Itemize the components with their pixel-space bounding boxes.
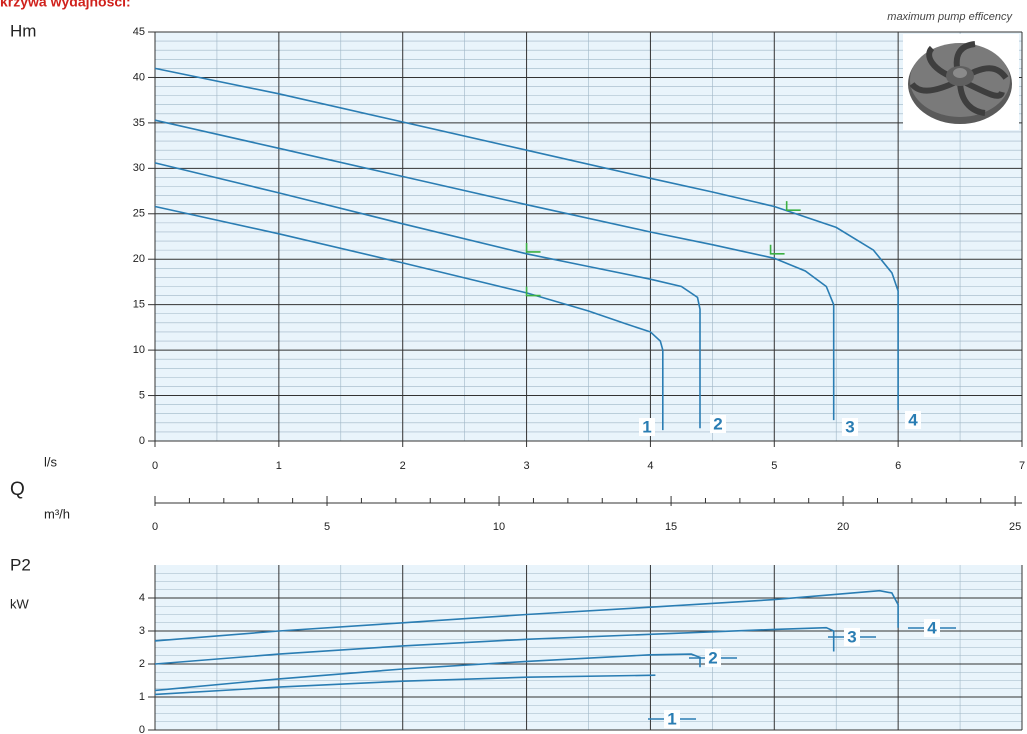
series-label: 2 xyxy=(713,414,722,433)
curve xyxy=(154,119,835,421)
label-background xyxy=(905,411,921,429)
y-tick-label: 35 xyxy=(133,117,145,129)
curve xyxy=(154,674,656,696)
curve xyxy=(154,67,899,411)
y-tick-label: 1 xyxy=(139,691,145,703)
label-background xyxy=(639,418,655,436)
series-label: 4 xyxy=(908,410,918,429)
y-tick-label: 40 xyxy=(133,71,145,83)
x2-unit: m³/h xyxy=(44,506,70,521)
efficiency-marker xyxy=(525,286,541,297)
label-background xyxy=(844,628,860,646)
x-tick-label: 3 xyxy=(524,460,530,472)
y-tick-label: 30 xyxy=(133,162,145,174)
x-tick-label: 4 xyxy=(647,460,653,472)
x2-tick-label: 0 xyxy=(152,521,158,533)
x-tick-label: 1 xyxy=(276,460,282,472)
x-tick-label: 2 xyxy=(400,460,406,472)
x2-tick-label: 25 xyxy=(1009,521,1021,533)
y-tick-label: 2 xyxy=(139,658,145,670)
x2-tick-label: 15 xyxy=(665,521,677,533)
curve xyxy=(154,205,664,431)
label-background xyxy=(924,619,940,637)
x-tick-label: 7 xyxy=(1019,460,1025,472)
efficiency-marker xyxy=(785,201,801,211)
label-background xyxy=(705,649,721,667)
efficiency-marker xyxy=(525,242,541,253)
curve xyxy=(154,162,701,429)
y-tick-label: 4 xyxy=(139,592,145,604)
x2-tick-label: 20 xyxy=(837,521,849,533)
label-background xyxy=(710,415,726,433)
y-tick-label: 45 xyxy=(133,26,145,38)
series-label: 1 xyxy=(667,709,676,728)
x-tick-label: 5 xyxy=(771,460,777,472)
y-tick-label: 15 xyxy=(133,299,145,311)
curve xyxy=(154,626,835,665)
y-tick-label: 3 xyxy=(139,625,145,637)
x-tick-label: 6 xyxy=(895,460,901,472)
label-background xyxy=(664,710,680,728)
y-tick-label: 5 xyxy=(139,389,145,401)
page-title: krzywa wydajności: xyxy=(0,0,131,10)
x-axis-label: Q xyxy=(10,479,25,500)
series-label: 3 xyxy=(845,417,854,436)
label-background xyxy=(842,418,858,436)
y-tick-label: 0 xyxy=(139,724,145,734)
series-label: 3 xyxy=(847,627,856,646)
curve xyxy=(154,653,701,692)
x2-tick-label: 10 xyxy=(493,521,505,533)
impeller-picture xyxy=(903,34,1019,130)
x-tick-label: 0 xyxy=(152,460,158,472)
efficiency-marker xyxy=(769,244,785,255)
series-label: 2 xyxy=(708,648,717,667)
x2-tick-label: 5 xyxy=(324,521,330,533)
curve xyxy=(154,589,899,642)
y-tick-label: 0 xyxy=(139,435,145,447)
series-label: 4 xyxy=(927,618,937,637)
y-unit: kW xyxy=(10,596,30,611)
annotation: maximum pump efficency xyxy=(887,11,1013,23)
y-axis-label: Hm xyxy=(10,21,36,40)
x-unit: l/s xyxy=(44,454,58,469)
y-tick-label: 20 xyxy=(133,253,145,265)
y-tick-label: 10 xyxy=(133,344,145,356)
series-label: 1 xyxy=(642,417,651,436)
y-tick-label: 25 xyxy=(133,208,145,220)
y-axis-label: P2 xyxy=(10,555,31,574)
